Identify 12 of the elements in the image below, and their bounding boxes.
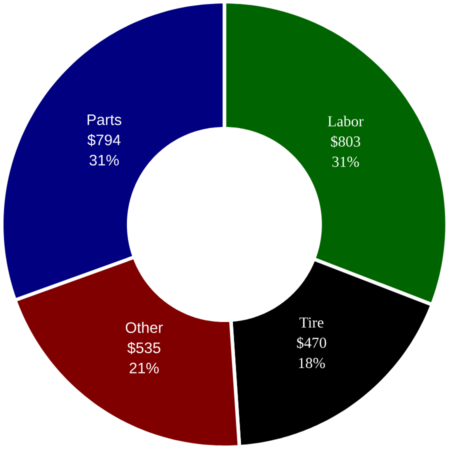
slice-label: Tire <box>300 317 324 328</box>
slice-label: Labor <box>328 116 364 126</box>
slice-label: Parts <box>88 114 122 126</box>
text: 18% <box>299 358 326 368</box>
data-label: $803 <box>331 136 360 148</box>
slice-label: Other <box>126 322 163 333</box>
text: 31% <box>90 154 119 166</box>
data-label: $535 <box>127 342 160 354</box>
data-label: $470 <box>297 336 326 349</box>
text: 21% <box>130 362 159 374</box>
data-label: $794 <box>88 134 121 146</box>
text: 31% <box>332 156 360 167</box>
